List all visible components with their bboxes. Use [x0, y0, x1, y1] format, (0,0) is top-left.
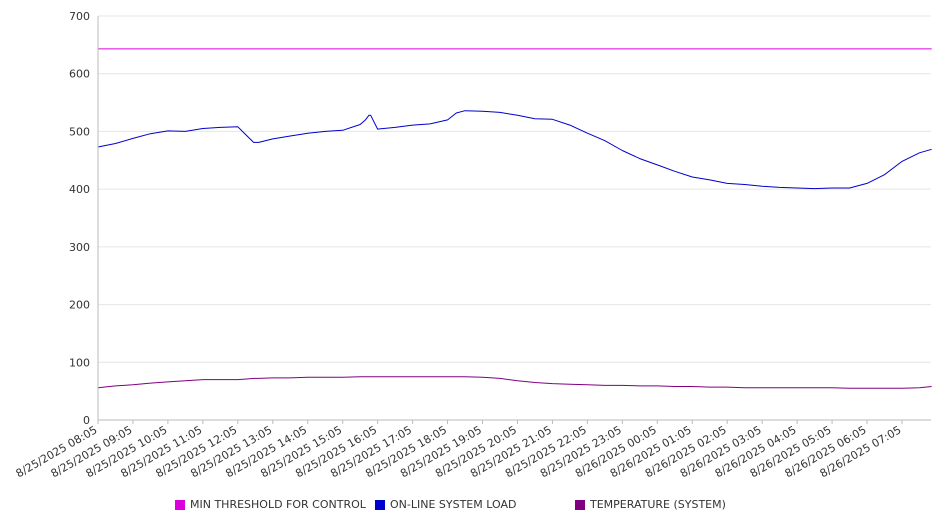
grid-lines [98, 15, 931, 363]
y-tick-label: 500 [69, 125, 90, 138]
series-lines [97, 48, 932, 389]
y-axis-tick-labels: 0 100 200 300 400 500 600 700 [69, 10, 90, 427]
series-line-1 [97, 110, 932, 190]
legend-label-min-threshold: MIN THRESHOLD FOR CONTROL [190, 498, 366, 511]
legend-swatch-min-threshold [175, 499, 185, 510]
legend-label-temperature: TEMPERATURE (SYSTEM) [590, 498, 726, 511]
y-tick-label: 400 [69, 183, 90, 196]
x-axis-tick-labels: 8/25/2025 08:058/25/2025 09:058/25/2025 … [14, 420, 903, 480]
y-tick-label: 600 [69, 68, 90, 81]
legend-label-system-load: ON-LINE SYSTEM LOAD [390, 498, 517, 511]
legend-swatch-temperature [575, 499, 585, 510]
y-tick-label: 100 [69, 356, 90, 369]
y-tick-label: 700 [69, 10, 90, 23]
y-tick-label: 200 [69, 299, 90, 312]
series-line-2 [97, 376, 932, 389]
legend-swatch-system-load [375, 499, 385, 510]
y-tick-label: 300 [69, 241, 90, 254]
legend-item-system-load[interactable]: ON-LINE SYSTEM LOAD [375, 498, 516, 511]
legend-item-min-threshold[interactable]: MIN THRESHOLD FOR CONTROL [175, 498, 366, 511]
y-tick-label: 0 [83, 414, 90, 427]
legend: MIN THRESHOLD FOR CONTROL ON-LINE SYSTEM… [0, 498, 946, 514]
legend-item-temperature[interactable]: TEMPERATURE (SYSTEM) [575, 498, 726, 511]
